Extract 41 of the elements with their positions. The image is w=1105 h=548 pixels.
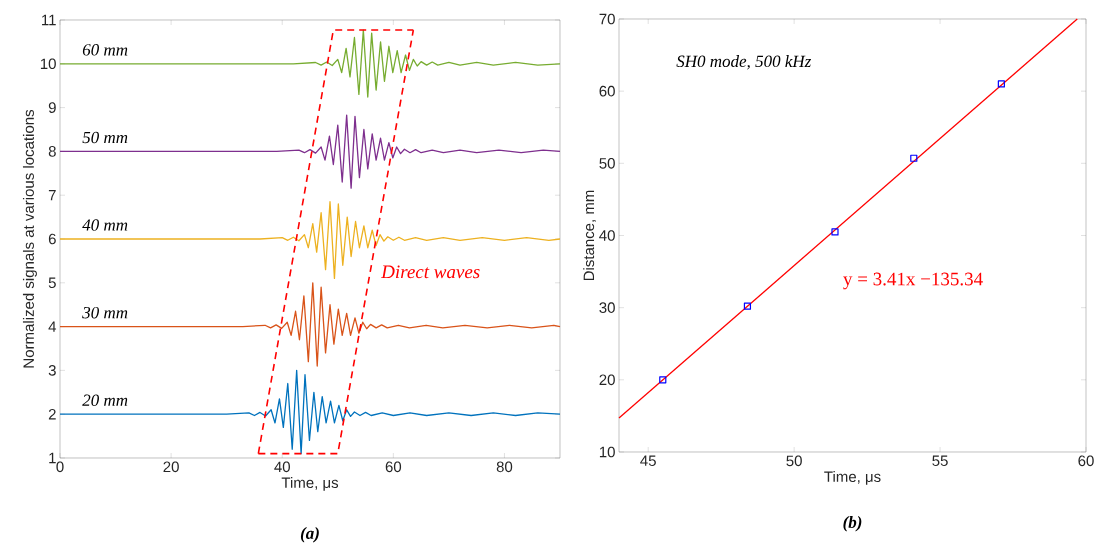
x-tick-label: 60 — [1078, 455, 1094, 467]
series-label: 50 mm — [82, 131, 128, 144]
y-tick-label: 60 — [599, 85, 615, 97]
y-tick-label: 10 — [599, 446, 615, 458]
y-tick-label: 4 — [48, 321, 57, 332]
x-tick-label: 80 — [496, 461, 513, 473]
y-tick-label: 8 — [48, 146, 56, 157]
y-tick-label: 10 — [40, 58, 56, 70]
y-axis-title: Distance, mm — [583, 190, 596, 281]
text: (a) — [300, 527, 319, 543]
y-tick-label: 1 — [49, 452, 56, 464]
y-tick-label: 2 — [48, 408, 56, 420]
y-tick-label: 40 — [599, 230, 615, 241]
annotation: y = 3.41x −135.34 — [843, 272, 983, 290]
series-label: 40 mm — [82, 219, 128, 231]
y-tick-label: 9 — [48, 102, 56, 113]
y-tick-label: 20 — [599, 374, 615, 386]
x-axis-title: Time, μs — [824, 471, 881, 485]
y-tick-label: 70 — [599, 13, 615, 25]
y-tick-label: 6 — [48, 233, 56, 245]
y-tick-label: 7 — [48, 190, 56, 201]
x-axis-title: Time, μs — [281, 477, 339, 491]
annotation: SH0 mode, 500 kHz — [676, 55, 812, 70]
y-tick-label: 11 — [42, 14, 56, 26]
series-label: 30 mm — [82, 306, 128, 319]
x-tick-label: 50 — [786, 455, 802, 467]
series-label: 20 mm — [82, 394, 128, 406]
y-tick-label: 5 — [48, 277, 56, 289]
annotation: Direct waves — [380, 265, 480, 279]
x-tick-label: 0 — [56, 461, 64, 473]
series-label: 60 mm — [82, 44, 128, 56]
y-axis-title: Normalized signals at various locations — [22, 109, 37, 368]
x-tick-label: 60 — [385, 461, 402, 473]
y-tick-label: 3 — [48, 365, 56, 376]
y-tick-label: 50 — [599, 158, 615, 169]
x-tick-label: 40 — [274, 461, 290, 473]
x-tick-label: 55 — [932, 455, 948, 466]
x-tick-label: 45 — [640, 455, 656, 466]
text: (b) — [843, 515, 862, 532]
y-tick-label: 30 — [599, 302, 615, 313]
x-tick-label: 20 — [163, 461, 179, 473]
